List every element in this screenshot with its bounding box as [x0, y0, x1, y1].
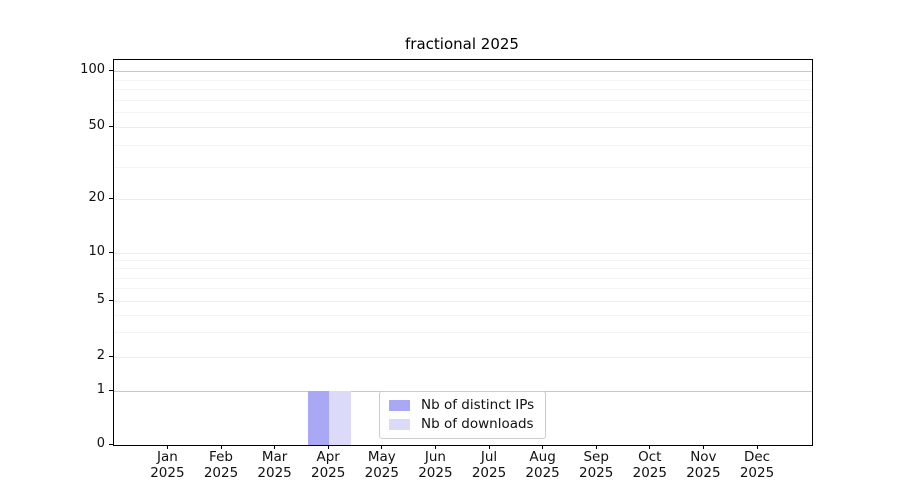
x-tick-label: Jun 2025 — [407, 449, 463, 481]
gridline-major — [114, 127, 812, 128]
x-axis-tick — [381, 445, 383, 449]
x-tick-label: Feb 2025 — [193, 449, 249, 481]
x-tick-label: Sep 2025 — [568, 449, 624, 481]
x-tick-year: 2025 — [739, 465, 775, 481]
gridline-minor — [114, 99, 812, 101]
x-tick-label: Jan 2025 — [139, 449, 195, 481]
x-tick-label: Aug 2025 — [515, 449, 571, 481]
x-tick-year: 2025 — [203, 465, 239, 481]
x-tick-month: Feb — [209, 449, 233, 465]
gridline-major — [114, 357, 812, 358]
x-axis-tick — [434, 445, 436, 449]
gridline-major — [114, 71, 812, 72]
y-tick-label: 10 — [88, 244, 105, 259]
gridline-minor — [114, 288, 812, 290]
gridline-minor — [114, 112, 812, 114]
x-tick-year: 2025 — [632, 465, 667, 481]
y-tick-label: 2 — [96, 348, 105, 363]
legend: Nb of distinct IPs Nb of downloads — [379, 391, 547, 439]
y-axis-tick — [109, 198, 113, 199]
x-axis-tick — [220, 445, 222, 449]
x-tick-year: 2025 — [418, 465, 453, 481]
y-tick-label: 5 — [96, 292, 105, 307]
chart-title: fractional 2025 — [405, 35, 519, 53]
legend-label-downloads: Nb of downloads — [421, 416, 534, 432]
x-tick-month: Sep — [583, 449, 609, 465]
x-tick-label: Oct 2025 — [622, 449, 678, 481]
gridline-minor — [114, 332, 812, 334]
gridline-minor — [114, 144, 812, 146]
x-tick-year: 2025 — [579, 465, 614, 481]
x-tick-month: Jul — [480, 449, 498, 465]
x-tick-year: 2025 — [686, 465, 721, 481]
gridline-major — [114, 301, 812, 302]
x-tick-label: Nov 2025 — [675, 449, 731, 481]
x-axis-tick — [542, 445, 544, 449]
y-axis-tick — [109, 300, 113, 301]
x-tick-year: 2025 — [364, 465, 399, 481]
gridline-minor — [114, 260, 812, 262]
x-tick-month: Mar — [261, 449, 288, 465]
gridline-minor — [114, 314, 812, 316]
x-tick-label: Apr 2025 — [300, 449, 356, 481]
gridline-major — [114, 199, 812, 200]
x-axis-tick — [756, 445, 758, 449]
x-tick-label: Mar 2025 — [247, 449, 303, 481]
x-tick-year: 2025 — [257, 465, 292, 481]
bar-nb-of-distinct-ips-apr — [307, 391, 330, 445]
y-tick-label: 1 — [96, 382, 105, 397]
x-tick-month: Aug — [529, 449, 556, 465]
x-tick-year: 2025 — [471, 465, 507, 481]
y-axis-tick — [109, 390, 113, 391]
x-tick-month: May — [367, 449, 396, 465]
x-tick-label: May 2025 — [354, 449, 410, 481]
gridline-major — [114, 253, 812, 254]
gridline-minor — [114, 268, 812, 270]
x-axis-tick — [649, 445, 651, 449]
x-axis-tick — [327, 445, 329, 449]
x-tick-year: 2025 — [150, 465, 185, 481]
x-axis-tick — [595, 445, 597, 449]
legend-item-downloads: Nb of downloads — [389, 417, 534, 432]
gridline-minor — [114, 89, 812, 91]
x-tick-label: Jul 2025 — [461, 449, 517, 481]
legend-swatch-distinct-ips-icon — [389, 400, 410, 411]
x-axis-tick — [274, 445, 276, 449]
x-axis-tick — [702, 445, 704, 449]
legend-swatch-downloads-icon — [389, 419, 410, 430]
y-tick-label: 100 — [80, 62, 105, 77]
x-tick-month: Oct — [638, 449, 662, 465]
x-tick-month: Jan — [156, 449, 178, 465]
x-tick-year: 2025 — [525, 465, 560, 481]
gridline-minor — [114, 167, 812, 169]
gridline-minor — [114, 277, 812, 279]
x-tick-year: 2025 — [311, 465, 346, 481]
bar-nb-of-downloads-apr — [329, 391, 351, 445]
x-tick-label: Dec 2025 — [729, 449, 785, 481]
y-axis-tick — [109, 444, 113, 445]
y-tick-label: 0 — [96, 436, 105, 451]
y-axis-tick — [109, 70, 113, 71]
legend-item-distinct-ips: Nb of distinct IPs — [389, 398, 534, 413]
plot-area — [113, 59, 813, 446]
x-tick-month: Dec — [743, 449, 771, 465]
x-tick-month: Nov — [690, 449, 717, 465]
y-axis-tick — [109, 356, 113, 357]
x-tick-month: Jun — [424, 449, 446, 465]
y-tick-label: 50 — [88, 118, 105, 133]
x-axis-tick — [488, 445, 490, 449]
gridline-minor — [114, 79, 812, 81]
y-tick-label: 20 — [88, 190, 105, 205]
x-axis-tick — [166, 445, 168, 449]
legend-label-distinct-ips: Nb of distinct IPs — [421, 397, 535, 413]
y-axis-tick — [109, 252, 113, 253]
x-tick-month: Apr — [316, 449, 340, 465]
y-axis-tick — [109, 126, 113, 127]
